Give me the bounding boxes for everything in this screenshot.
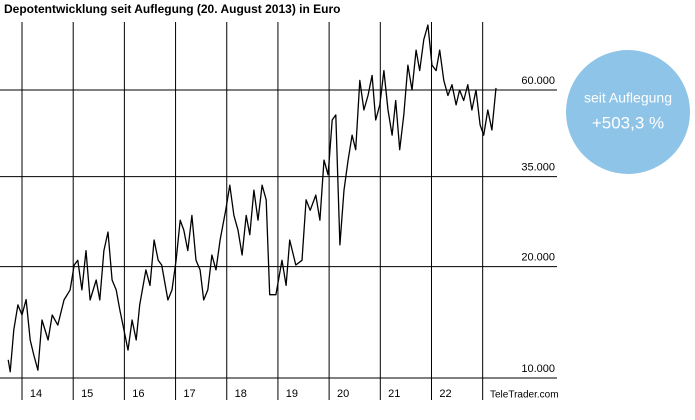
- badge-label: seit Auflegung: [584, 90, 672, 106]
- chart-title: Depotentwicklung seit Auflegung (20. Aug…: [4, 2, 340, 16]
- x-tick-label: 20: [337, 388, 349, 400]
- x-tick-label: 22: [439, 388, 451, 400]
- x-tick-label: 19: [286, 388, 298, 400]
- y-tick-label: 60.000: [521, 75, 555, 87]
- x-tick-label: 17: [183, 388, 195, 400]
- x-tick-label: 16: [132, 388, 144, 400]
- badge-circle: [566, 50, 690, 174]
- source: TeleTrader.com: [490, 390, 559, 401]
- y-tick-label: 35.000: [521, 162, 555, 174]
- series-line: [7, 24, 497, 373]
- x-tick-label: 18: [235, 388, 247, 400]
- x-tick-label: 21: [388, 388, 400, 400]
- y-tick-label: 20.000: [521, 252, 555, 264]
- y-tick-label: 10.000: [521, 363, 555, 375]
- badge-value: +503,3 %: [592, 113, 664, 132]
- x-tick-label: 14: [30, 388, 42, 400]
- x-tick-label: 15: [81, 388, 93, 400]
